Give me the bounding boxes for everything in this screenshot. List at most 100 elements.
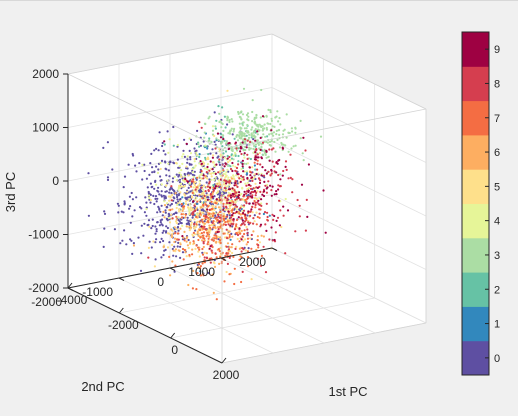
data-point xyxy=(238,122,241,125)
data-point xyxy=(198,162,201,165)
data-point xyxy=(206,185,209,188)
data-point xyxy=(196,272,199,275)
data-point xyxy=(156,171,160,174)
data-point xyxy=(181,216,184,219)
data-point xyxy=(203,222,206,225)
data-point xyxy=(204,228,207,231)
data-point xyxy=(205,192,208,195)
data-point xyxy=(226,215,229,218)
data-point xyxy=(253,196,257,200)
data-point xyxy=(262,174,266,177)
data-point xyxy=(263,148,266,151)
data-point xyxy=(217,179,220,182)
colorbar[interactable]: 0 1 2 3 4 5 6 7 8 9 xyxy=(461,31,500,376)
data-point xyxy=(270,189,273,192)
data-point xyxy=(235,208,238,211)
data-point xyxy=(242,87,246,90)
data-point xyxy=(260,234,263,237)
data-point xyxy=(277,120,280,123)
data-point xyxy=(254,203,257,206)
data-point xyxy=(216,226,220,229)
data-point xyxy=(213,178,216,181)
data-point xyxy=(146,186,149,189)
data-point xyxy=(194,181,197,184)
data-point xyxy=(273,238,276,242)
x-tick-label: -2000 xyxy=(108,318,139,332)
data-point xyxy=(202,163,205,166)
data-point xyxy=(208,212,211,215)
data-point xyxy=(281,143,284,146)
data-point xyxy=(203,122,207,125)
data-point xyxy=(271,213,274,216)
data-point xyxy=(149,162,152,165)
box-edge-top-front xyxy=(67,73,223,150)
data-point xyxy=(227,252,230,255)
data-point xyxy=(139,269,143,272)
data-point xyxy=(239,145,242,149)
data-point xyxy=(324,231,327,234)
data-point xyxy=(205,181,208,184)
y-axis-ticks: -2000 -1000 0 1000 2000 xyxy=(31,247,278,309)
data-point xyxy=(220,121,223,125)
data-point xyxy=(232,158,235,161)
data-point xyxy=(245,113,249,117)
data-point xyxy=(230,177,234,180)
data-point xyxy=(137,236,140,239)
data-point xyxy=(206,211,209,214)
data-point xyxy=(157,149,160,152)
data-point xyxy=(243,145,247,148)
data-point xyxy=(236,133,239,137)
data-point xyxy=(195,244,198,247)
data-point xyxy=(214,252,217,255)
data-point xyxy=(122,211,125,214)
data-point xyxy=(245,172,249,175)
data-point xyxy=(289,176,292,179)
data-point xyxy=(219,207,222,210)
data-point xyxy=(256,257,260,260)
data-point xyxy=(164,248,167,251)
data-point xyxy=(230,127,233,130)
data-point xyxy=(250,133,254,137)
data-point xyxy=(306,215,309,218)
data-point xyxy=(260,264,263,267)
data-point xyxy=(131,252,134,255)
data-point xyxy=(198,255,201,258)
data-point xyxy=(212,226,215,229)
data-point xyxy=(135,196,138,199)
data-point xyxy=(211,193,214,196)
data-point xyxy=(238,191,241,194)
data-point xyxy=(164,153,167,156)
data-point xyxy=(229,238,232,241)
data-point xyxy=(226,180,229,183)
data-point xyxy=(222,183,225,186)
data-point xyxy=(152,194,155,197)
data-point xyxy=(219,174,222,177)
data-point xyxy=(186,219,189,222)
data-point xyxy=(254,151,257,154)
data-point xyxy=(219,120,222,123)
data-point xyxy=(165,174,168,177)
data-point xyxy=(184,177,187,181)
data-point xyxy=(291,178,294,181)
data-point xyxy=(203,136,206,139)
data-point xyxy=(165,168,168,171)
data-point xyxy=(262,127,265,130)
data-point xyxy=(170,192,173,195)
data-point xyxy=(228,159,231,162)
data-point xyxy=(153,187,156,190)
data-point xyxy=(253,176,256,179)
data-point xyxy=(218,250,221,253)
data-point xyxy=(226,199,229,202)
data-point xyxy=(218,170,221,173)
data-point xyxy=(163,200,166,203)
data-point xyxy=(242,239,245,242)
data-point xyxy=(222,223,225,226)
data-point xyxy=(180,213,183,216)
data-point xyxy=(233,189,236,192)
data-point xyxy=(191,216,194,219)
data-point xyxy=(243,132,246,135)
figure-top-border xyxy=(0,0,518,1)
data-point xyxy=(192,240,195,243)
data-point xyxy=(162,253,165,257)
